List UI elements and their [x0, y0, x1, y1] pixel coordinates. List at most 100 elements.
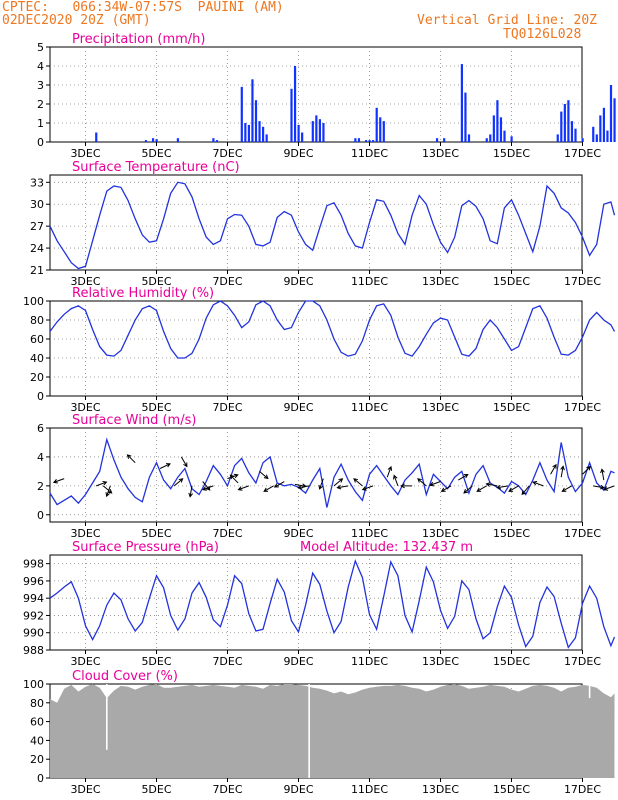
wind-arrow-20 [333, 478, 344, 487]
wind-arrow-29 [440, 485, 452, 492]
precip-bar-21 [318, 119, 321, 142]
precip-ytick-label-4: 4 [37, 60, 44, 73]
precip-bar-33 [460, 64, 463, 142]
press-xtick-label-0: 3DEC [70, 655, 100, 668]
press-xtick-label-1: 5DEC [141, 655, 171, 668]
temp-xtick-label-6: 15DEC [493, 275, 530, 288]
wind-arrow-23 [361, 485, 374, 491]
precip-xtick-label-6: 15DEC [493, 147, 530, 160]
wind-arrow-37 [532, 480, 544, 487]
precip-ytick-label-2: 2 [37, 98, 44, 111]
wind-xtick-label-3: 9DEC [283, 527, 313, 540]
press-ytick-label-3: 994 [23, 592, 44, 605]
cloud-area [50, 684, 615, 778]
precip-bar-3 [155, 139, 158, 142]
precip-bar-5 [212, 138, 215, 142]
press-frame [49, 554, 583, 651]
product-code: TQ0126L028 [503, 27, 582, 42]
precip-bar-50 [592, 126, 595, 142]
precip-bar-24 [357, 138, 361, 142]
temp-ytick-label-0: 21 [30, 264, 44, 277]
cloud-dip-1 [308, 684, 310, 778]
wind-arrow-31 [463, 485, 473, 494]
wind-arrow-38 [550, 463, 557, 475]
precip-bar-15 [290, 88, 293, 142]
wind-arrow-33 [485, 482, 498, 487]
precip-bar-18 [301, 132, 304, 142]
wind-xtick-label-6: 15DEC [493, 527, 530, 540]
temp-xtick-label-5: 13DEC [422, 275, 459, 288]
temp-xtick-label-7: 17DEC [564, 275, 601, 288]
precip-xtick-label-4: 11DEC [351, 147, 388, 160]
precip-bar-32 [443, 138, 446, 142]
precip-bar-30 [382, 121, 385, 142]
press-xtick-label-2: 7DEC [212, 655, 242, 668]
rh-xtick-label-0: 3DEC [70, 401, 100, 414]
precip-bar-2 [151, 138, 155, 142]
wind-arrow-16 [273, 481, 285, 488]
precip-bar-29 [379, 117, 382, 142]
cloud-xtick-label-5: 13DEC [422, 783, 459, 796]
wind-ytick-label-3: 6 [37, 422, 44, 435]
wind-arrow-30 [457, 474, 469, 481]
rh-xtick-label-7: 17DEC [564, 401, 601, 414]
precip-ytick-label-5: 5 [37, 41, 44, 54]
temp-xtick-label-1: 5DEC [141, 275, 171, 288]
precip-bar-48 [574, 128, 577, 142]
rh-ytick-label-4: 80 [30, 314, 44, 327]
precip-bar-1 [144, 140, 148, 142]
precip-bar-56 [613, 98, 616, 142]
wind-arrow-44 [603, 485, 615, 491]
wind-arrow-22 [353, 478, 363, 487]
precip-bar-47 [570, 121, 574, 142]
wind-ytick-label-1: 2 [37, 480, 44, 493]
wind-arrow-42 [593, 484, 606, 490]
cloud-xtick-label-3: 9DEC [283, 783, 313, 796]
precip-bar-39 [496, 100, 499, 142]
precip-ytick-label-0: 0 [37, 136, 44, 149]
grid-line-note: Vertical Grid Line: 20Z [417, 13, 598, 28]
wind-arrow-40 [561, 485, 573, 492]
precip-bar-42 [510, 136, 513, 142]
precip-bar-22 [322, 123, 325, 142]
wind-arrow-25 [393, 474, 399, 487]
press-ytick-label-0: 988 [23, 644, 44, 657]
wind-arrow-32 [476, 485, 487, 492]
precip-bar-17 [297, 124, 300, 142]
press-ytick-label-4: 996 [23, 575, 44, 588]
precip-bar-27 [372, 140, 375, 142]
precip-bar-28 [375, 107, 378, 142]
precip-bar-26 [368, 140, 371, 142]
cloud-xtick-label-7: 17DEC [564, 783, 601, 796]
rh-ytick-label-5: 100 [23, 295, 44, 308]
cloud-ytick-label-3: 60 [30, 716, 44, 729]
temp-title: Surface Temperature (nC) [72, 160, 240, 175]
wind-series-line [49, 437, 615, 508]
wind-title: Surface Wind (m/s) [72, 413, 196, 428]
wind-arrow-35 [508, 485, 519, 492]
precip-xtick-label-0: 3DEC [70, 147, 100, 160]
precip-bar-46 [567, 100, 570, 142]
press-ytick-label-2: 992 [23, 609, 44, 622]
press-title: Surface Pressure (hPa) [72, 540, 219, 555]
precip-bar-44 [560, 111, 563, 142]
wind-ytick-label-2: 4 [37, 451, 44, 464]
temp-xtick-label-2: 7DEC [212, 275, 242, 288]
precip-bar-55 [609, 85, 613, 142]
precip-bar-25 [364, 140, 368, 142]
wind-arrow-8 [188, 485, 193, 498]
wind-arrow-7 [180, 456, 188, 468]
precip-bar-51 [595, 134, 598, 142]
precip-bar-8 [244, 123, 247, 142]
wind-xtick-label-2: 7DEC [212, 527, 242, 540]
wind-arrow-14 [259, 471, 269, 480]
precip-xtick-label-1: 5DEC [141, 147, 171, 160]
rh-ytick-label-3: 60 [30, 333, 44, 346]
press-ytick-label-5: 998 [23, 558, 44, 571]
precip-bar-49 [581, 138, 584, 142]
wind-arrow-41 [582, 465, 592, 475]
temp-ytick-label-3: 30 [30, 198, 44, 211]
precip-ytick-label-3: 3 [37, 79, 44, 92]
rh-ytick-label-1: 20 [30, 371, 44, 384]
wind-arrow-3 [105, 485, 111, 498]
